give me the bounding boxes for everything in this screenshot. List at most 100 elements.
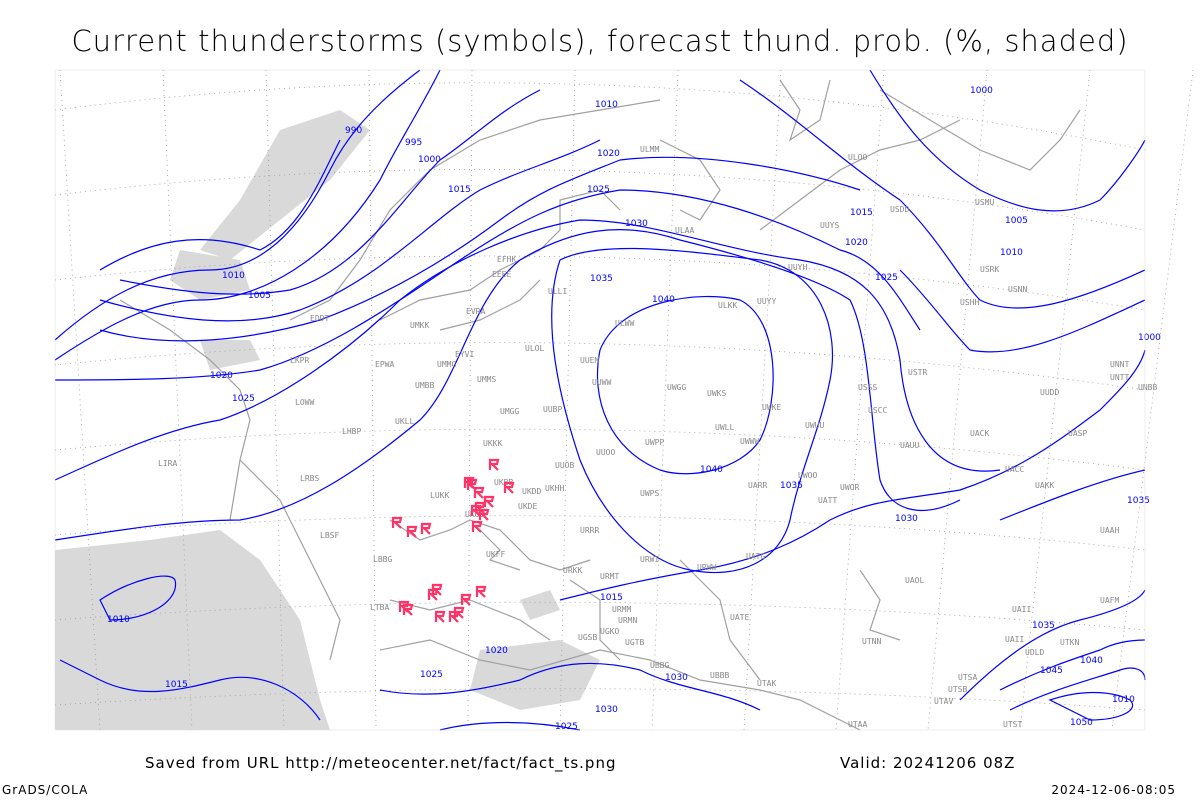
station-label: UUWW [592,378,611,387]
coastline [119,299,251,521]
station-label: UTNN [862,637,881,646]
station-label: URWW [697,563,716,572]
longitude-line [835,69,885,731]
coastline [379,639,861,731]
station-label: USMU [975,198,994,207]
isobar [1048,691,1134,721]
station-label: ULAA [675,226,694,235]
thunderstorm-symbol [453,606,465,619]
station-label: UGSB [578,633,597,642]
isobar [551,247,834,574]
isobar [899,269,1146,353]
station-label: ULOL [525,344,544,353]
station-label: USRK [980,265,999,274]
station-label: UWPS [640,489,659,498]
thunderstorm-symbol [503,481,515,494]
longitude-line [743,69,782,731]
isobar [59,659,321,721]
station-label: UWPP [645,438,664,447]
station-label: URMN [618,616,637,625]
valid-time: Valid: 20241206 08Z [840,754,1016,772]
station-label: UAII [1005,635,1024,644]
thunderstorm-symbol [475,585,487,598]
station-label: UWGG [667,383,686,392]
station-label: UKOO [465,510,484,519]
isobar [1009,667,1146,711]
station-label: UWKE [762,403,781,412]
isobar-label: 1030 [665,673,688,683]
station-label: UKFF [486,550,505,559]
thunderstorm-symbol [473,486,485,499]
isobar-label: 1010 [222,271,245,281]
isobars [54,69,1146,731]
coastline [439,279,541,331]
latitude-line [54,428,1146,471]
isobar-label: 1040 [1080,656,1103,666]
thunderstorm-symbol [488,458,500,471]
coastline [569,579,621,661]
isobar-label: 1030 [625,219,648,229]
station-label: UWLL [715,423,734,432]
isobar-label: 1035 [1127,496,1150,506]
station-label: UAUU [900,441,919,450]
station-label: UGKO [600,627,619,636]
isobar-label: 1045 [1040,666,1063,676]
station-label: EPWA [375,360,394,369]
station-label: EEEE [492,270,511,279]
station-label: UGTB [625,638,644,647]
isobar [99,139,341,271]
thunderstorm-symbol [420,522,432,535]
isobar-label: 995 [405,138,422,148]
station-label: UATG [746,552,765,561]
isobar [559,349,1146,601]
isobar-label: 1000 [1138,333,1161,343]
coastline [759,119,961,231]
station-label: ULMM [640,145,659,154]
thunderstorm-symbol [406,525,418,538]
latitude-line [54,688,1146,711]
isobar-label: 1010 [1112,695,1135,705]
latitude-line [54,255,1146,311]
longitude-line [1111,69,1194,731]
station-label: LKPR [290,356,309,365]
station-label: EVRA [466,307,485,316]
station-label: EFHK [497,255,516,264]
isobar-label: 1020 [210,371,233,381]
coastline [239,459,341,661]
isobar [54,69,421,341]
map-frame [54,69,1146,731]
longitude-line [368,69,377,731]
shaded-area [200,110,370,260]
isobar [379,662,761,711]
graticule [54,69,1194,731]
thunderstorm-symbol [460,593,472,606]
isobar-labels: 9909951000100510101010101510151020102010… [107,86,1161,732]
station-label: UKBB [494,478,513,487]
station-label: UBBG [650,661,669,670]
thunderstorm-symbol [463,476,475,489]
isobar-label: 1035 [780,481,803,491]
station-label: LRBS [300,474,319,483]
thunderstorm-symbol [427,588,439,601]
station-label: UATE [730,613,749,622]
station-label: UARR [748,481,767,490]
isobar-label: 1000 [970,86,993,96]
longitude-line [162,69,193,731]
isobar-label: 1025 [420,670,443,680]
map-title: Current thunderstorms (symbols), forecas… [71,24,1129,58]
station-label: USSS [858,383,877,392]
shaded-area [470,640,600,710]
station-label: UMMS [477,375,496,384]
isobar-label: 1030 [595,705,618,715]
coastline [389,599,551,641]
station-label: UUYY [757,297,776,306]
station-label: UNBB [1138,383,1157,392]
station-label: UUYH [788,263,807,272]
station-label: UAFM [1100,596,1119,605]
isobar-label: 1000 [418,155,441,165]
thunderstorm-symbol [478,508,490,521]
isobar [439,721,581,731]
station-label: UAAH [1100,526,1119,535]
station-label: UDLD [1025,648,1044,657]
station-label: ULLI [548,287,567,296]
